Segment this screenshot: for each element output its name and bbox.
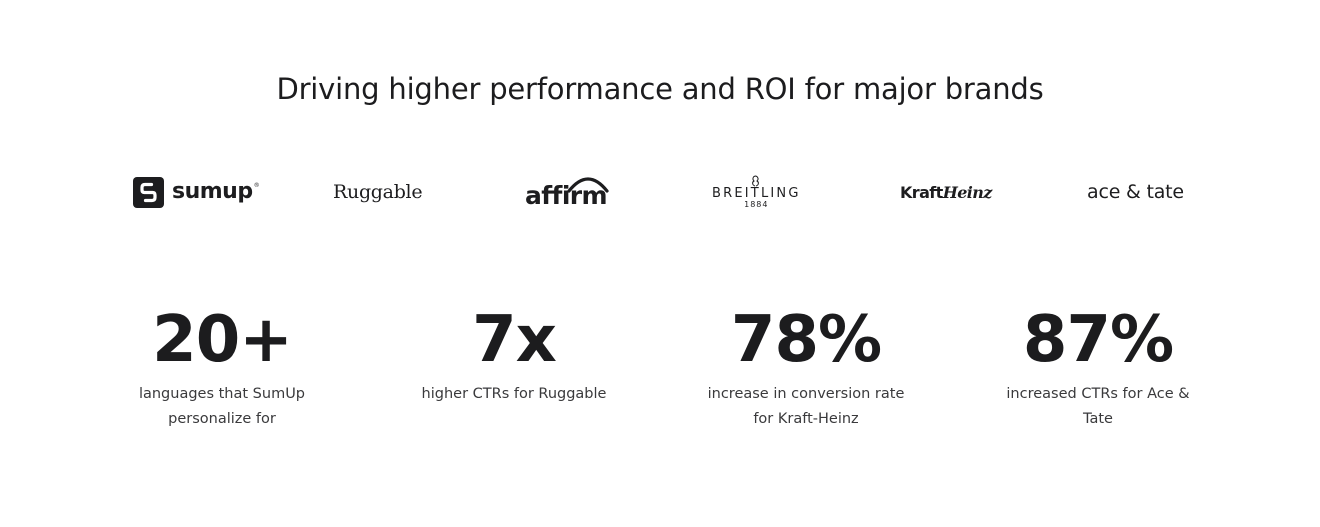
sumup-wordmark: sumup — [172, 178, 253, 204]
stat-description: languages that SumUp personalize for — [138, 386, 306, 427]
stat-description: increased CTRs for Ace & Tate — [1006, 386, 1190, 427]
ruggable-logo: Ruggable — [333, 170, 423, 214]
sumup-mark-icon — [133, 176, 164, 208]
breitling-year: 1884 — [744, 200, 769, 209]
affirm-arc-icon — [567, 176, 609, 193]
breitling-logo: BREITLING 1884 — [712, 170, 801, 214]
stat-item: 20+ languages that SumUp personalize for — [107, 300, 337, 432]
stat-description: increase in conversion rate for Kraft-He… — [707, 386, 905, 427]
affirm-logo: affirm — [525, 170, 609, 214]
registered-mark: ® — [253, 181, 260, 189]
affirm-wordmark: affirm — [525, 180, 608, 210]
section-headline: Driving higher performance and ROI for m… — [276, 72, 1044, 106]
stat-item: 7x higher CTRs for Ruggable — [399, 300, 629, 407]
stat-item: 87% increased CTRs for Ace & Tate — [983, 300, 1213, 432]
breitling-wing-icon — [752, 175, 760, 187]
sumup-logo: sumup ® — [133, 170, 260, 214]
kraft-wordmark: Kraft — [900, 182, 943, 202]
breitling-wordmark: BREITLING — [712, 186, 801, 201]
ace-and-tate-wordmark: ace & tate — [1087, 181, 1184, 203]
stat-value: 20+ — [152, 303, 293, 377]
stat-value: 87% — [1022, 303, 1174, 377]
kraft-heinz-logo: Kraft Heinz — [900, 170, 992, 214]
stat-item: 78% increase in conversion rate for Kraf… — [691, 300, 921, 432]
ruggable-wordmark: Ruggable — [333, 181, 423, 203]
heinz-wordmark: Heinz — [942, 182, 993, 202]
stat-description: higher CTRs for Ruggable — [421, 386, 607, 402]
stat-value: 78% — [730, 303, 882, 377]
ace-and-tate-logo: ace & tate — [1087, 170, 1184, 214]
stat-value: 7x — [472, 303, 557, 377]
